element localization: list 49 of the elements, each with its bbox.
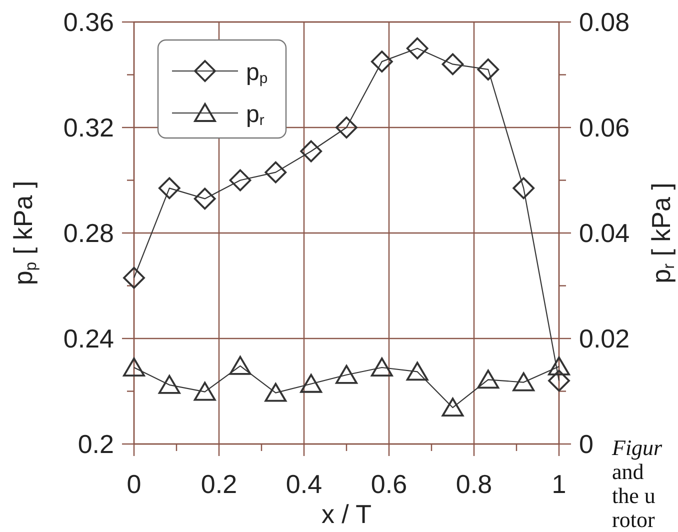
legend-label: p$_{p}$ — [246, 59, 268, 88]
y-tick-label: 0.24 — [63, 324, 114, 354]
text: rotor — [612, 507, 656, 532]
point — [512, 372, 535, 392]
point — [123, 358, 145, 376]
point — [123, 266, 145, 289]
point — [300, 374, 322, 393]
point — [264, 161, 287, 184]
point — [548, 370, 570, 392]
point — [512, 177, 535, 200]
y2-tick-label: 0 — [579, 429, 594, 459]
x-tick-label: 0.8 — [456, 469, 492, 499]
y2-tick-label: 0.04 — [579, 218, 630, 248]
point — [477, 370, 500, 389]
y2-tick-label: 0.02 — [579, 324, 630, 354]
x-tick-label: 0.6 — [370, 469, 408, 499]
point — [548, 356, 570, 376]
y2-tick-label: 0.08 — [579, 7, 630, 37]
y-tick-label: 0.32 — [63, 112, 114, 142]
point — [442, 398, 464, 417]
y-tick-label: 0.28 — [63, 218, 114, 248]
text: Figur — [611, 435, 663, 460]
point — [158, 374, 180, 394]
point — [158, 177, 180, 200]
y-tick-label: 0.36 — [63, 7, 114, 37]
point — [194, 188, 216, 210]
point — [442, 53, 464, 76]
x-tick-label: 0.4 — [286, 469, 322, 499]
point — [370, 50, 393, 73]
legend-label: p$_{r}$ — [246, 101, 264, 130]
x-tick-label: 0.2 — [200, 469, 238, 499]
point — [477, 58, 500, 80]
point — [300, 140, 322, 162]
point — [406, 362, 428, 381]
y-tick-label: 0.2 — [78, 429, 114, 459]
point — [336, 116, 358, 138]
text: and — [612, 459, 644, 484]
x-tick-label: 1 — [552, 469, 566, 499]
point — [229, 356, 252, 375]
point — [406, 37, 428, 60]
x-tick-label: 0 — [126, 469, 142, 499]
y2-tick-label: 0.06 — [579, 112, 630, 142]
text: the u — [612, 483, 656, 508]
point — [336, 364, 358, 384]
point — [264, 382, 287, 402]
point — [194, 382, 216, 401]
point — [229, 169, 252, 192]
x-axis-title: x / T — [321, 499, 372, 529]
point — [370, 358, 393, 376]
